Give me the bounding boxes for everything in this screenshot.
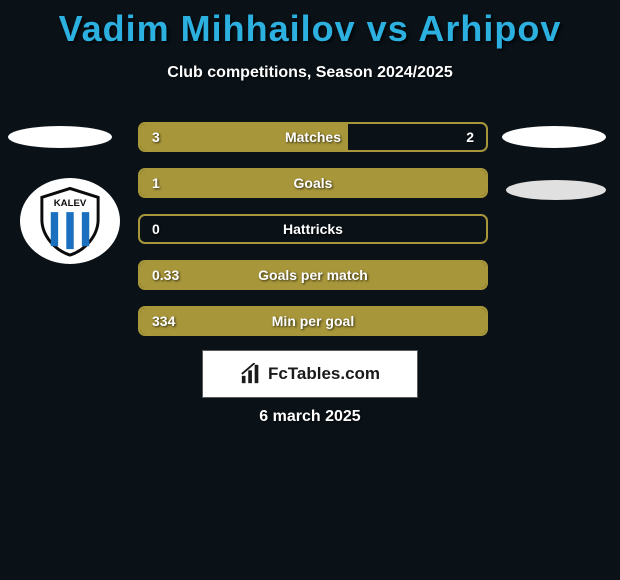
stat-row: 0Hattricks: [138, 214, 488, 244]
shield-icon: KALEV: [33, 184, 107, 258]
stat-label: Goals: [140, 170, 486, 196]
stats-panel: 3Matches2 1Goals 0Hattricks 0.33Goals per m…: [138, 122, 488, 352]
decorative-ellipse: [8, 126, 112, 148]
stat-row: 3Matches2: [138, 122, 488, 152]
decorative-ellipse: [502, 126, 606, 148]
footer-date: 6 march 2025: [0, 408, 620, 426]
page-subtitle: Club competitions, Season 2024/2025: [0, 64, 620, 82]
page-title: Vadim Mihhailov vs Arhipov: [0, 0, 620, 50]
stat-label: Matches: [140, 124, 486, 150]
club-logo-text: KALEV: [54, 198, 87, 209]
stat-label: Goals per match: [140, 262, 486, 288]
branding-badge[interactable]: FcTables.com: [202, 350, 418, 398]
decorative-ellipse: [506, 180, 606, 200]
bar-chart-icon: [240, 363, 262, 385]
stat-row: 0.33Goals per match: [138, 260, 488, 290]
stat-value-right: 2: [466, 124, 474, 150]
stat-label: Min per goal: [140, 308, 486, 334]
stat-row: 1Goals: [138, 168, 488, 198]
club-logo-badge: KALEV: [20, 178, 120, 264]
branding-text: FcTables.com: [268, 364, 380, 384]
stat-label: Hattricks: [140, 216, 486, 242]
stat-row: 334Min per goal: [138, 306, 488, 336]
